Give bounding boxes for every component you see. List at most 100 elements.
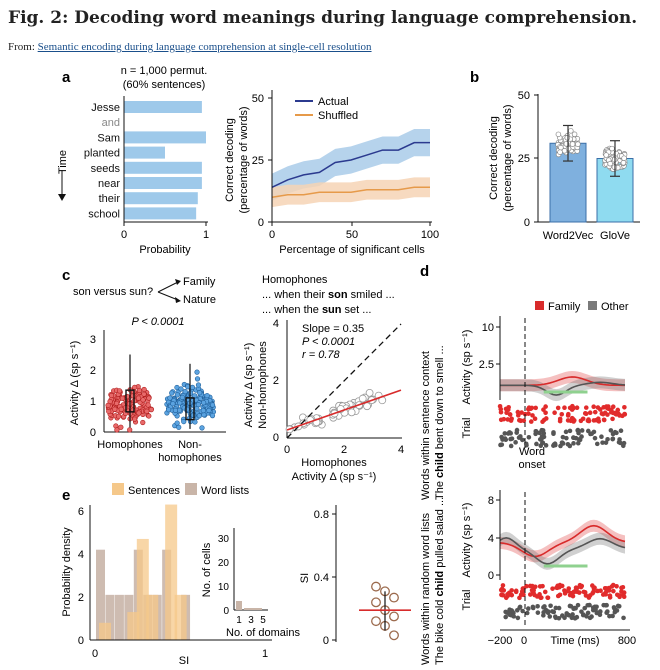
panel-a2-plot	[271, 129, 430, 208]
si-ytick-08: 0.8	[314, 509, 329, 521]
top-raster-other-spike	[567, 428, 573, 434]
panel-a2-xtick-50: 50	[346, 229, 358, 241]
top-raster-other-spike	[594, 441, 600, 447]
top-raster-family-spike	[622, 412, 628, 417]
bot-raster-family-spike	[610, 582, 616, 588]
swarm-box	[125, 389, 135, 413]
legend-other-swatch	[588, 301, 597, 310]
hist-sentences-bar	[174, 594, 187, 640]
panel-c-ylabel: Activity Δ (sp s⁻¹)	[69, 341, 81, 426]
panel-d-letter: d	[420, 263, 429, 280]
dot-glove	[620, 160, 627, 166]
non-homophone-dot	[188, 390, 194, 396]
si-dot	[389, 592, 399, 603]
bot-raster-family-spike	[505, 592, 510, 597]
panel-c-family: Family	[183, 276, 216, 288]
bot-family-band	[500, 519, 625, 563]
panel-a-note2: (60% sentences)	[123, 79, 206, 91]
bot-raster-family-spike	[531, 587, 536, 593]
top-raster-family-spike	[541, 417, 547, 423]
legend-actual-label: Actual	[318, 96, 349, 108]
top-raster-family-spike	[566, 411, 571, 417]
top-raster-family-spike	[505, 406, 510, 412]
homophone-dot	[140, 397, 146, 403]
inset-xtick-5: 5	[260, 615, 266, 626]
dot-word2vec	[558, 144, 564, 151]
top-raster-family-spike	[543, 404, 548, 409]
inset-xtick-1: 1	[236, 615, 242, 626]
top-raster-other-spike	[576, 437, 582, 442]
top-raster-family-spike	[557, 416, 563, 422]
panel-d-bot-side2: The bike cold child pulled salad ...	[434, 497, 446, 665]
top-raster-family-spike	[574, 405, 580, 411]
panel-d-word-onset2: onset	[519, 459, 546, 471]
bot-raster-other-spike	[525, 606, 531, 611]
top-raster-family-spike	[596, 419, 602, 424]
top-raster-family-spike	[610, 416, 615, 422]
bot-raster-other-spike	[580, 612, 586, 618]
panel-a-time-label: Time	[57, 150, 69, 174]
source-article-link[interactable]: Semantic encoding during language compre…	[37, 41, 372, 53]
panel-e-ytick-4: 4	[78, 549, 84, 561]
hist-sentences-bar	[99, 622, 111, 640]
arrow-nature-head	[175, 297, 181, 303]
top-raster-other-spike	[516, 435, 522, 440]
top-raster-other-spike	[502, 431, 508, 436]
bot-raster-other-spike	[582, 605, 588, 611]
panel-e-ytick-0: 0	[78, 635, 84, 647]
bot-raster-other-spike	[545, 609, 551, 614]
bot-raster-other-spike	[535, 610, 541, 615]
panel-d-top-trial: Trial	[461, 418, 473, 439]
panel-d-top-side1: Words within sentence context	[420, 351, 432, 500]
dot-word2vec	[564, 135, 571, 141]
bot-raster-other-spike	[515, 615, 521, 621]
top-raster-other-spike	[502, 436, 508, 441]
scatter-point	[365, 388, 374, 397]
bot-raster-other-spike	[587, 615, 593, 621]
panel-d-bot-side1: Words within random word lists	[420, 512, 432, 665]
panel-b-ylabel: Correct decoding	[488, 116, 500, 200]
non-homophone-dot	[209, 413, 216, 419]
bot-raster-other-spike	[548, 603, 553, 609]
figure-title: Fig. 2: Decoding word meanings during la…	[8, 8, 638, 28]
top-raster-other-spike	[559, 440, 565, 445]
top-raster-family-spike	[592, 409, 598, 415]
homophone-dot	[136, 410, 142, 416]
homophone-dot	[108, 392, 115, 399]
top-raster-other-spike	[543, 443, 549, 448]
word-label-and: and	[102, 117, 120, 129]
bot-raster-family-spike	[527, 592, 533, 597]
bot-raster-family-spike	[607, 593, 613, 598]
panel-d-xtick-0: 0	[521, 635, 527, 647]
actual-line	[271, 141, 430, 188]
bot-raster-other-spike	[503, 614, 508, 620]
arrow-family-head	[175, 279, 181, 285]
dot-glove	[609, 145, 615, 152]
dot-word2vec	[555, 131, 562, 138]
top-raster-other-spike	[600, 440, 605, 445]
bot-raster-other-spike	[547, 614, 553, 619]
top-raster-family-spike	[597, 407, 603, 412]
inset-xtick-3: 3	[248, 615, 254, 626]
bot-raster-family-spike	[545, 595, 550, 600]
non-homophone-dot	[206, 407, 212, 414]
panel-c-sc-xtick-0: 0	[284, 444, 290, 456]
homophone-dot	[136, 387, 143, 394]
panel-e-histogram	[96, 504, 191, 640]
dot-glove	[603, 152, 609, 158]
bot-raster-family-spike	[498, 587, 504, 593]
non-homophone-dot	[178, 386, 184, 392]
inset-ytick-30: 30	[218, 534, 230, 545]
bot-raster-other-spike	[530, 605, 536, 611]
panel-a-note1: n = 1,000 permut.	[121, 65, 208, 77]
word-label-sam: Sam	[97, 132, 120, 144]
panel-a-time-arrowhead	[58, 194, 66, 201]
top-raster-other-spike	[571, 435, 576, 440]
swarm-box	[185, 397, 195, 421]
top-raster-family-spike	[559, 411, 565, 417]
panel-d-bot-trial: Trial	[461, 590, 473, 611]
panel-c-p2: P < 0.0001	[302, 336, 355, 348]
homophone-dot	[114, 427, 120, 433]
top-raster-family-spike	[622, 404, 627, 410]
legend-wordlists-label: Word lists	[201, 485, 250, 497]
